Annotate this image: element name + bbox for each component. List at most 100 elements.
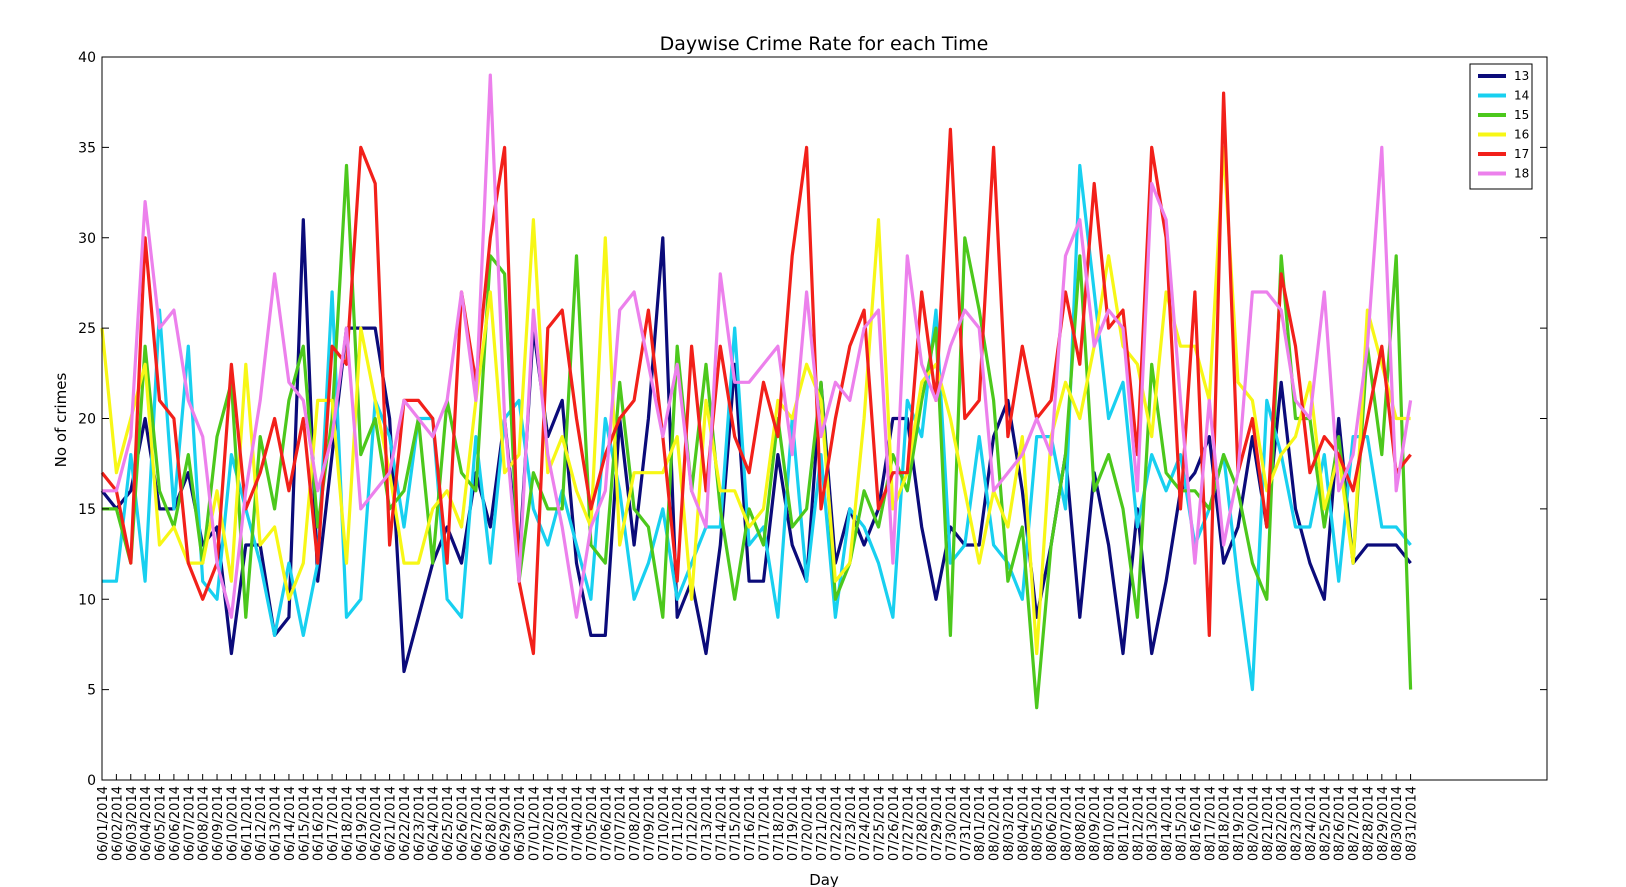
x-tick-label: 08/13/2014 [1146, 786, 1161, 861]
legend-label-14: 14 [1514, 89, 1529, 103]
y-tick-label: 10 [78, 592, 96, 608]
x-tick-label: 08/30/2014 [1390, 786, 1405, 861]
x-tick-label: 07/21/2014 [815, 786, 830, 861]
x-tick-label: 06/14/2014 [283, 786, 298, 861]
x-tick-label: 07/22/2014 [829, 786, 844, 861]
x-tick-label: 07/10/2014 [657, 786, 672, 861]
x-tick-label: 07/15/2014 [729, 786, 744, 861]
chart-title: Daywise Crime Rate for each Time [660, 33, 989, 55]
x-tick-label: 06/25/2014 [441, 786, 456, 861]
x-tick-label: 08/01/2014 [973, 786, 988, 861]
x-tick-label: 08/21/2014 [1261, 786, 1276, 861]
x-tick-label: 08/19/2014 [1232, 786, 1247, 861]
x-axis-label: Day [809, 871, 839, 887]
x-tick-label: 06/16/2014 [312, 786, 327, 861]
x-tick-label: 08/18/2014 [1218, 786, 1233, 861]
x-tick-label: 06/20/2014 [369, 786, 384, 861]
x-tick-label: 08/26/2014 [1333, 786, 1348, 861]
x-tick-label: 08/25/2014 [1318, 786, 1333, 861]
y-tick-label: 30 [78, 231, 96, 247]
x-tick-label: 06/21/2014 [384, 786, 399, 861]
x-tick-label: 07/26/2014 [887, 786, 902, 861]
x-tick-label: 07/12/2014 [686, 786, 701, 861]
x-tick-label: 08/07/2014 [1060, 786, 1075, 861]
x-tick-label: 07/09/2014 [642, 786, 657, 861]
x-tick-label: 07/27/2014 [901, 786, 916, 861]
x-tick-label: 08/10/2014 [1103, 786, 1118, 861]
x-tick-label: 08/05/2014 [1031, 786, 1046, 861]
x-tick-label: 06/09/2014 [211, 786, 226, 861]
x-tick-label: 06/05/2014 [154, 786, 169, 861]
x-tick-label: 07/17/2014 [758, 786, 773, 861]
y-tick-label: 40 [78, 50, 96, 66]
x-tick-label: 08/12/2014 [1131, 786, 1146, 861]
x-tick-label: 07/04/2014 [571, 786, 586, 861]
x-tick-label: 07/31/2014 [959, 786, 974, 861]
x-tick-label: 06/29/2014 [499, 786, 514, 861]
x-tick-label: 06/03/2014 [125, 786, 140, 861]
x-tick-label: 08/14/2014 [1160, 786, 1175, 861]
x-tick-label: 08/15/2014 [1175, 786, 1190, 861]
legend-label-17: 17 [1514, 147, 1529, 161]
x-tick-label: 07/11/2014 [671, 786, 686, 861]
x-tick-label: 07/03/2014 [556, 786, 571, 861]
x-tick-label: 07/13/2014 [700, 786, 715, 861]
x-tick-label: 07/16/2014 [743, 786, 758, 861]
x-tick-label: 06/27/2014 [470, 786, 485, 861]
x-tick-label: 07/24/2014 [858, 786, 873, 861]
y-axis-label: No of crimes [52, 373, 70, 468]
x-tick-label: 06/28/2014 [484, 786, 499, 861]
series-line-17 [100, 91, 1412, 656]
x-tick-label: 08/17/2014 [1203, 786, 1218, 861]
x-tick-label: 06/26/2014 [456, 786, 471, 861]
x-tick-label: 06/07/2014 [182, 786, 197, 861]
x-tick-label: 08/09/2014 [1088, 786, 1103, 861]
x-tick-label: 07/08/2014 [628, 786, 643, 861]
x-tick-label: 07/07/2014 [614, 786, 629, 861]
x-tick-label: 07/02/2014 [542, 786, 557, 861]
x-tick-label: 06/08/2014 [197, 786, 212, 861]
x-tick-label: 08/29/2014 [1376, 786, 1391, 861]
x-tick-label: 08/02/2014 [988, 786, 1003, 861]
x-tick-label: 07/05/2014 [585, 786, 600, 861]
x-tick-label: 08/22/2014 [1275, 786, 1290, 861]
x-tick-label: 06/04/2014 [139, 786, 154, 861]
x-tick-label: 06/30/2014 [513, 786, 528, 861]
x-tick-label: 06/24/2014 [427, 786, 442, 861]
x-tick-label: 06/17/2014 [326, 786, 341, 861]
x-tick-label: 06/02/2014 [110, 786, 125, 861]
x-tick-label: 08/03/2014 [1002, 786, 1017, 861]
y-tick-label: 0 [87, 773, 96, 789]
legend-label-13: 13 [1514, 69, 1529, 83]
x-tick-label: 06/12/2014 [254, 786, 269, 861]
x-tick-label: 07/20/2014 [801, 786, 816, 861]
x-tick-label: 08/11/2014 [1117, 786, 1132, 861]
series-layer [100, 73, 1413, 710]
x-tick-label: 07/25/2014 [873, 786, 888, 861]
x-tick-label: 06/15/2014 [297, 786, 312, 861]
legend-label-15: 15 [1514, 108, 1529, 122]
legend-label-16: 16 [1514, 128, 1529, 142]
x-tick-label: 06/11/2014 [240, 786, 255, 861]
legend-label-18: 18 [1514, 167, 1529, 181]
x-tick-label: 07/19/2014 [786, 786, 801, 861]
x-tick-label: 06/18/2014 [341, 786, 356, 861]
x-tick-label: 06/19/2014 [355, 786, 370, 861]
x-tick-label: 07/01/2014 [527, 786, 542, 861]
x-tick-label: 08/04/2014 [1016, 786, 1031, 861]
x-tick-label: 06/06/2014 [168, 786, 183, 861]
x-tick-label: 08/20/2014 [1246, 786, 1261, 861]
x-tick-label: 08/16/2014 [1189, 786, 1204, 861]
x-tick-label: 08/08/2014 [1074, 786, 1089, 861]
y-tick-label: 15 [78, 502, 96, 518]
x-tick-label: 08/27/2014 [1347, 786, 1362, 861]
legend: 13 14 15 16 17 18 [1469, 63, 1533, 190]
y-tick-label: 5 [87, 683, 96, 699]
y-tick-label: 20 [78, 412, 96, 428]
legend-box [1469, 63, 1533, 190]
x-tick-label: 06/10/2014 [225, 786, 240, 861]
series-line-18 [102, 73, 1413, 619]
x-tick-label: 07/28/2014 [916, 786, 931, 861]
